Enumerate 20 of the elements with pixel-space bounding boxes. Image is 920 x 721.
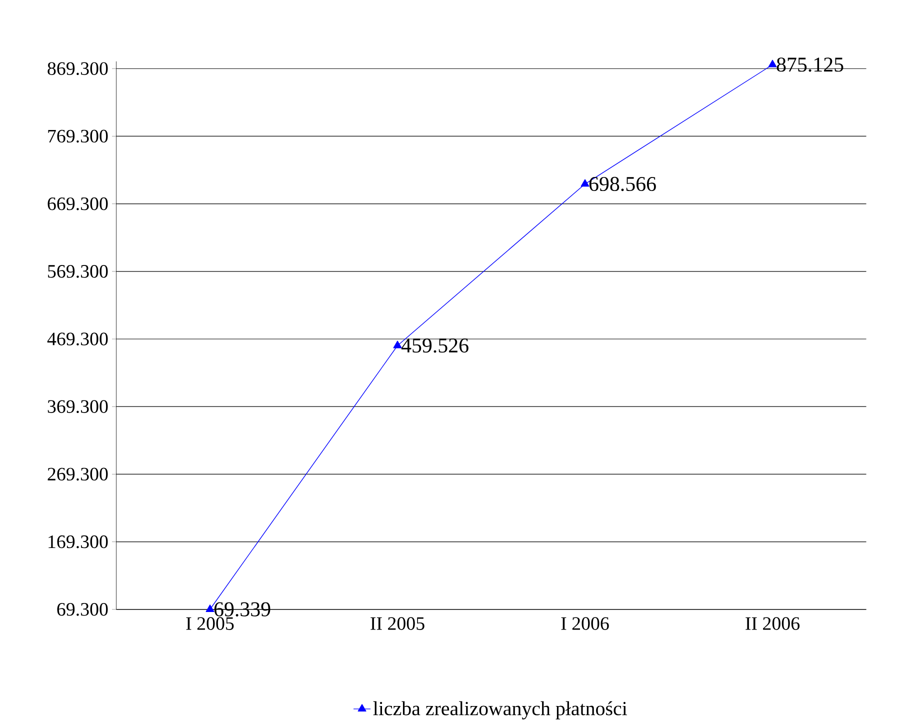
- data-label: 459.526: [401, 338, 468, 353]
- x-tick-label: I 2006: [561, 617, 609, 630]
- y-tick-label: 769.300: [48, 130, 108, 143]
- x-tick-label: II 2005: [370, 617, 424, 630]
- point: [580, 179, 590, 187]
- point: [393, 340, 402, 348]
- y-tick-label: 69.300: [57, 603, 108, 616]
- y-tick-label: 669.300: [48, 198, 108, 210]
- y-tick-label: 469.300: [47, 332, 108, 346]
- point: [768, 60, 777, 68]
- y-tick-label: 169.300: [48, 536, 108, 548]
- data-label: 698.566: [589, 177, 656, 192]
- y-tick-label: 269.300: [48, 468, 108, 481]
- legend-label: liczba zrealizowanych płatności: [373, 701, 628, 720]
- y-tick-label: 569.300: [48, 265, 108, 278]
- point: [206, 604, 214, 612]
- x-tick-label: I 2005: [186, 617, 234, 630]
- x-tick-label: II 2006: [746, 617, 800, 630]
- y-tick-label: 369.300: [48, 400, 108, 414]
- y-tick-label: 869.300: [48, 62, 108, 76]
